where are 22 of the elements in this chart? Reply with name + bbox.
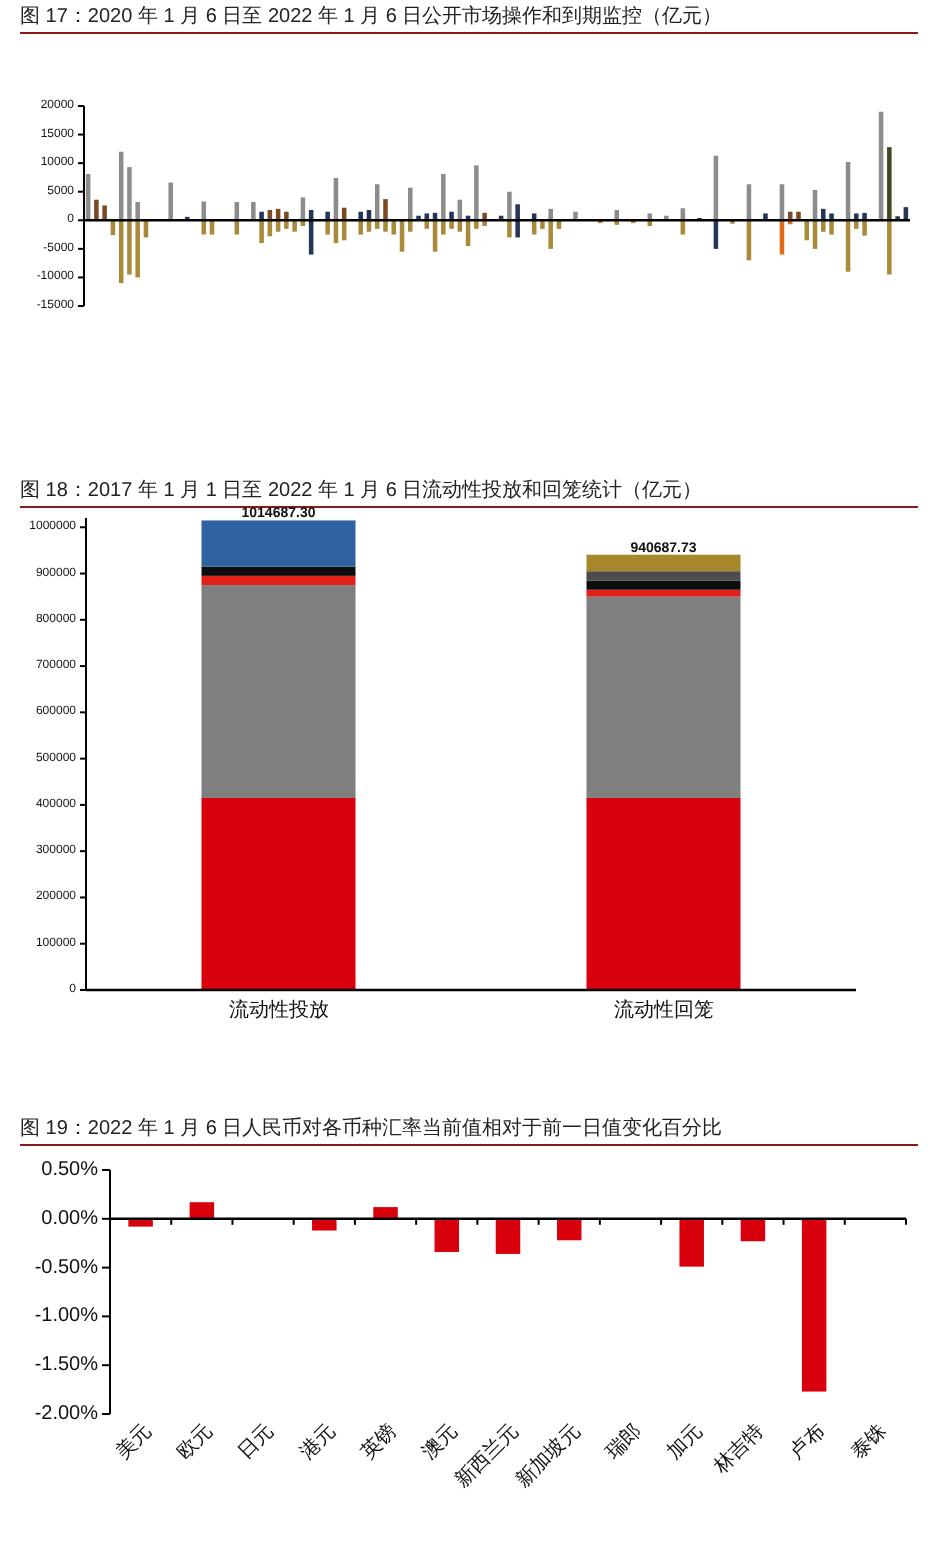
y-tick-label: -0.50% bbox=[34, 1256, 99, 1279]
chart-title: 图 17：2020 年 1 月 6 日至 2022 年 1 月 6 日公开市场操作和到期监控（亿元） bbox=[20, 6, 723, 28]
x-tick-label: 流动性回笼 bbox=[613, 998, 714, 1022]
y-tick-label: 0.00% bbox=[41, 1207, 99, 1230]
y-tick-label: 0.50% bbox=[41, 1159, 99, 1181]
x-tick-label: 美元 bbox=[111, 1418, 157, 1465]
y-tick-label: -1.50% bbox=[34, 1354, 99, 1377]
x-tick-label: 流动性投放 bbox=[228, 998, 329, 1022]
x-tick-label: 欧元 bbox=[173, 1420, 218, 1465]
x-tick-label: 林吉特 bbox=[707, 1418, 769, 1480]
x-tick-label: 英镑 bbox=[356, 1418, 402, 1465]
x-tick-label: 卢布 bbox=[784, 1418, 830, 1465]
x-tick-label: 日元 bbox=[235, 1420, 279, 1465]
y-tick-label: -1.00% bbox=[34, 1305, 99, 1328]
x-tick-label: 加元 bbox=[662, 1418, 708, 1465]
y-tick-label: -2.00% bbox=[34, 1403, 99, 1425]
x-tick-label: 瑞郎 bbox=[600, 1418, 647, 1465]
x-tick-label: 港元 bbox=[294, 1418, 341, 1465]
chart-title: 图 18：2017 年 1 月 1 日至 2022 年 1 月 6 日流动性投放和回笼统计（亿元） bbox=[20, 480, 703, 502]
x-tick-label: 澳元 bbox=[417, 1418, 463, 1465]
chart-title: 图 19：2022 年 1 月 6 日人民币对各币种汇率当前值相对于前一日值变化百分比 bbox=[20, 1118, 723, 1140]
x-tick-label: 泰铢 bbox=[845, 1418, 892, 1465]
